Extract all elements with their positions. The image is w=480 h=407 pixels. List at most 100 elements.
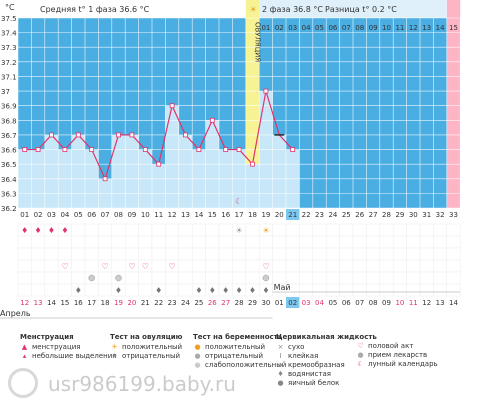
legend-menses-item: менструация xyxy=(32,343,81,351)
marker-cell xyxy=(299,247,314,261)
marker-cell xyxy=(258,235,273,249)
marker-cell xyxy=(446,247,461,261)
date-label: 05 xyxy=(328,299,337,307)
date-label: 19 xyxy=(114,299,123,307)
phase2-label: 2 фаза 36.8 °C xyxy=(262,5,323,14)
marker-cell xyxy=(406,235,421,249)
marker-cell xyxy=(299,283,314,297)
marker-cell xyxy=(312,223,327,237)
marker-cell xyxy=(44,259,59,273)
marker-cell xyxy=(392,235,407,249)
marker-cell xyxy=(205,247,220,261)
marker-cell xyxy=(44,247,59,261)
marker-cell xyxy=(17,247,32,261)
heart-icon: ♡ xyxy=(357,342,364,350)
heart-icon: ♡ xyxy=(102,262,109,271)
marker-cell xyxy=(312,283,327,297)
cycle-day-label: 29 xyxy=(395,211,404,219)
date-label: 21 xyxy=(141,299,150,307)
y-tick-label: 36.7 xyxy=(1,132,17,140)
phase2-day-label: 11 xyxy=(395,24,404,32)
marker-cell xyxy=(366,259,381,273)
y-tick-label: 36.6 xyxy=(1,147,17,155)
today-highlight xyxy=(286,209,300,220)
temp-point xyxy=(290,147,296,152)
menses-icon: ♦ xyxy=(35,226,42,235)
cycle-day-label: 08 xyxy=(114,211,123,219)
marker-cell xyxy=(352,247,367,261)
sticky-icon: I xyxy=(279,352,282,360)
marker-cell xyxy=(312,259,327,273)
y-tick-label: 37.1 xyxy=(1,73,17,81)
marker-cell xyxy=(178,235,193,249)
date-label: 23 xyxy=(168,299,177,307)
temp-point xyxy=(223,147,229,152)
temp-point xyxy=(250,161,255,167)
legend-other-item: лунный календарь xyxy=(368,360,438,368)
marker-cell xyxy=(111,247,126,261)
cycle-day-label: 33 xyxy=(449,211,458,219)
marker-cell xyxy=(205,235,220,249)
marker-cell xyxy=(232,271,247,285)
marker-cell xyxy=(272,223,287,237)
marker-cell xyxy=(312,235,327,249)
marker-cell xyxy=(352,259,367,273)
phase2-day-label: 07 xyxy=(342,24,351,32)
marker-cell xyxy=(57,247,72,261)
marker-cell xyxy=(433,235,448,249)
y-tick-label: 37.5 xyxy=(1,15,17,23)
marker-cell xyxy=(165,223,180,237)
temp-point xyxy=(49,132,54,138)
drop-icon: ♦ xyxy=(195,286,202,295)
y-tick-label: 36.5 xyxy=(1,161,17,169)
marker-cell xyxy=(98,271,113,285)
legend-pregtest-item: слабоположительный xyxy=(205,361,287,369)
legend-menses: Менструация ▲ менструация ▴ небольшие выде… xyxy=(20,333,117,361)
marker-cell xyxy=(312,247,327,261)
circle-yellow-icon: ● xyxy=(194,343,201,351)
marker-cell xyxy=(433,283,448,297)
marker-cell xyxy=(299,223,314,237)
cycle-day-label: 16 xyxy=(221,211,230,219)
marker-cell xyxy=(446,223,461,237)
marker-cell xyxy=(258,247,273,261)
marker-cell xyxy=(419,283,434,297)
marker-cell xyxy=(151,271,166,285)
marker-cell xyxy=(191,259,206,273)
marker-cell xyxy=(84,223,99,237)
marker-cell xyxy=(31,235,46,249)
legend-mucus-item: яичный белок xyxy=(288,379,340,387)
phase2-day-label: 12 xyxy=(409,24,418,32)
legend-pregtest-item: отрицательный xyxy=(205,352,264,360)
menses-icon: ♦ xyxy=(21,226,28,235)
marker-cell xyxy=(379,283,394,297)
legend-other-item: прием лекарств xyxy=(368,351,428,359)
pink-column xyxy=(446,0,461,208)
marker-cell xyxy=(31,247,46,261)
marker-cell xyxy=(392,271,407,285)
marker-cell xyxy=(446,235,461,249)
today-highlight xyxy=(286,297,300,308)
cycle-day-label: 23 xyxy=(315,211,324,219)
marker-cell xyxy=(379,235,394,249)
marker-cell xyxy=(17,259,32,273)
marker-cell xyxy=(111,235,126,249)
temp-bar xyxy=(165,105,179,208)
circle-grey-icon: ● xyxy=(194,352,201,360)
phase2-day-label: 03 xyxy=(288,24,297,32)
cycle-day-label: 02 xyxy=(34,211,43,219)
drop-icon: ♦ xyxy=(236,286,243,295)
cycle-day-label: 01 xyxy=(20,211,29,219)
marker-cell xyxy=(218,223,233,237)
cycle-day-label: 27 xyxy=(369,211,378,219)
date-label: 24 xyxy=(181,299,190,307)
marker-cell xyxy=(124,247,139,261)
marker-cell xyxy=(419,235,434,249)
marker-cell xyxy=(352,283,367,297)
marker-cell xyxy=(272,259,287,273)
temp-point xyxy=(62,147,68,152)
temp-point xyxy=(75,132,81,138)
y-tick-label: 36.4 xyxy=(1,176,17,184)
marker-cell xyxy=(31,271,46,285)
marker-cell xyxy=(325,223,340,237)
